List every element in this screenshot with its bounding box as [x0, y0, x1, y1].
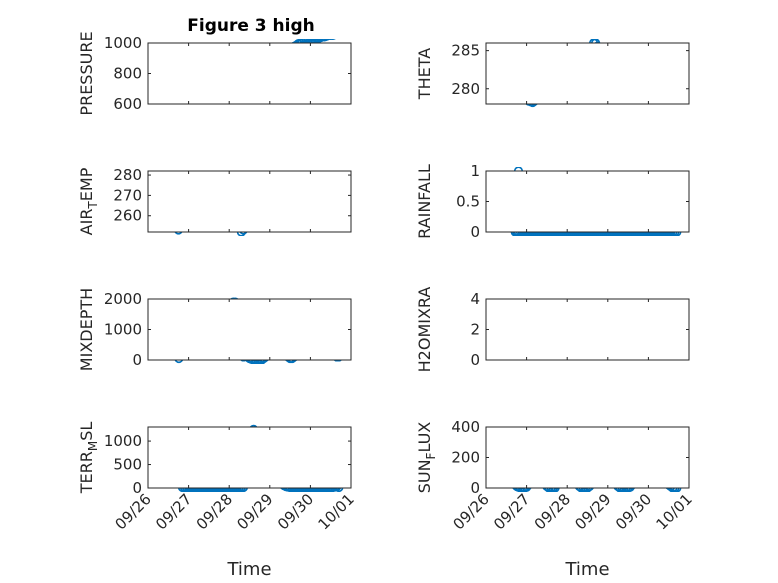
y-tick-label: 1000: [104, 321, 142, 339]
data-point: [313, 39, 324, 44]
y-axis-label: AIRTEMP: [77, 167, 100, 235]
data-point: [327, 39, 334, 40]
x-tick-label: 09/27: [490, 490, 533, 533]
y-tick-label: 400: [451, 418, 480, 436]
y-tick-label: 2: [470, 321, 480, 339]
y-tick-label: 0.5: [456, 193, 480, 211]
y-axis-label: H2OMIXRA: [415, 287, 434, 373]
subplot-6: 0 2 4 H2OMIXRA: [415, 287, 690, 373]
y-tick-label: 1000: [104, 34, 142, 52]
y-tick-label: 600: [113, 95, 142, 113]
subplot-5: 0 1000 2000 MIXDEPTH: [77, 288, 352, 371]
axes-box: [147, 42, 352, 105]
x-axis-label: Time: [564, 559, 609, 580]
y-tick-label: 800: [113, 65, 142, 83]
y-tick-label: 280: [451, 80, 480, 98]
axes-box: [147, 298, 352, 361]
y-axis-label: RAINFALL: [415, 164, 434, 239]
y-tick-label: 260: [113, 207, 142, 225]
y-tick-label: 0: [470, 479, 480, 497]
subplot-1: 600 800 1000 PRESSURE: [77, 30, 352, 116]
x-tick-label: 09/27: [152, 490, 195, 533]
x-tick-label: 09/28: [193, 490, 236, 533]
x-tick-label: 09/30: [274, 490, 317, 533]
subplot-7: 05001000TERRMSL09/2609/2709/2809/2909/30…: [77, 422, 358, 580]
y-tick-label: 270: [113, 186, 142, 204]
y-tick-label: 500: [113, 456, 142, 474]
y-tick-label: 1: [470, 162, 480, 180]
axes-box: [485, 426, 690, 489]
y-tick-label: 0: [470, 223, 480, 241]
x-tick-label: 10/01: [315, 490, 358, 533]
y-tick-label: 2000: [104, 290, 142, 308]
axes-box: [485, 298, 690, 361]
x-axis-label: Time: [226, 559, 271, 580]
y-axis-label: PRESSURE: [77, 31, 96, 115]
data-point: [320, 39, 329, 42]
y-tick-label: 1000: [104, 432, 142, 450]
x-tick-label: 09/30: [612, 490, 655, 533]
y-tick-label: 4: [470, 290, 480, 308]
data-point: [325, 39, 332, 40]
subplot-3: 260 270 280 AIRTEMP: [77, 0, 352, 236]
y-axis-label: MIXDEPTH: [77, 288, 96, 371]
y-tick-label: 0: [132, 351, 142, 369]
data-point: [333, 30, 341, 38]
x-tick-label: 09/29: [233, 490, 276, 533]
x-tick-label: 10/01: [653, 490, 696, 533]
data-point: [333, 39, 337, 40]
axes-box: [485, 42, 690, 105]
x-tick-label: 09/28: [531, 490, 574, 533]
axes-box: [147, 426, 352, 489]
axes-box: [147, 170, 352, 233]
data-point: [316, 39, 325, 43]
subplot-2: 280 285 THETA: [415, 39, 690, 108]
data-point: [335, 0, 343, 4]
figure-title: Figure 3 high: [187, 16, 315, 36]
y-axis-label: THETA: [415, 48, 434, 100]
x-tick-label: 09/29: [571, 490, 614, 533]
y-axis-label: TERRMSL: [77, 422, 100, 495]
subplot-8: 0200400SUNFLUX09/2609/2709/2809/2909/301…: [415, 418, 696, 580]
data-point: [323, 39, 331, 41]
y-axis-label: SUNFLUX: [415, 422, 438, 494]
data-point: [329, 39, 336, 40]
data-point: [335, 30, 343, 38]
axes-box: [485, 170, 690, 233]
y-tick-label: 0: [470, 351, 480, 369]
y-tick-label: 0: [132, 479, 142, 497]
y-tick-label: 280: [113, 166, 142, 184]
y-tick-label: 200: [451, 449, 480, 467]
y-tick-label: 285: [451, 42, 480, 60]
subplot-4: 0 0.5 1 RAINFALL: [415, 162, 690, 241]
